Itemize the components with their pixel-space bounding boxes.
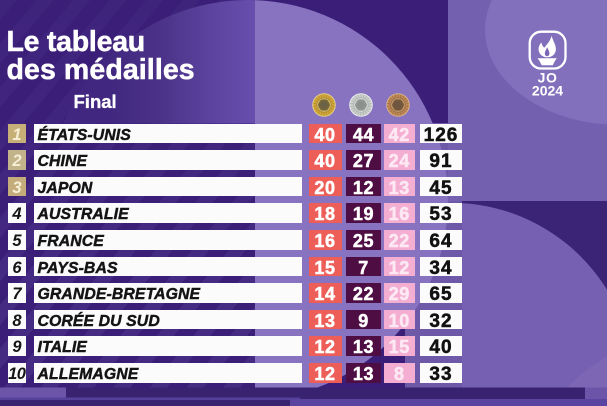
- svg-text:2024: 2024: [532, 83, 563, 99]
- svg-text:JO: JO: [538, 70, 558, 86]
